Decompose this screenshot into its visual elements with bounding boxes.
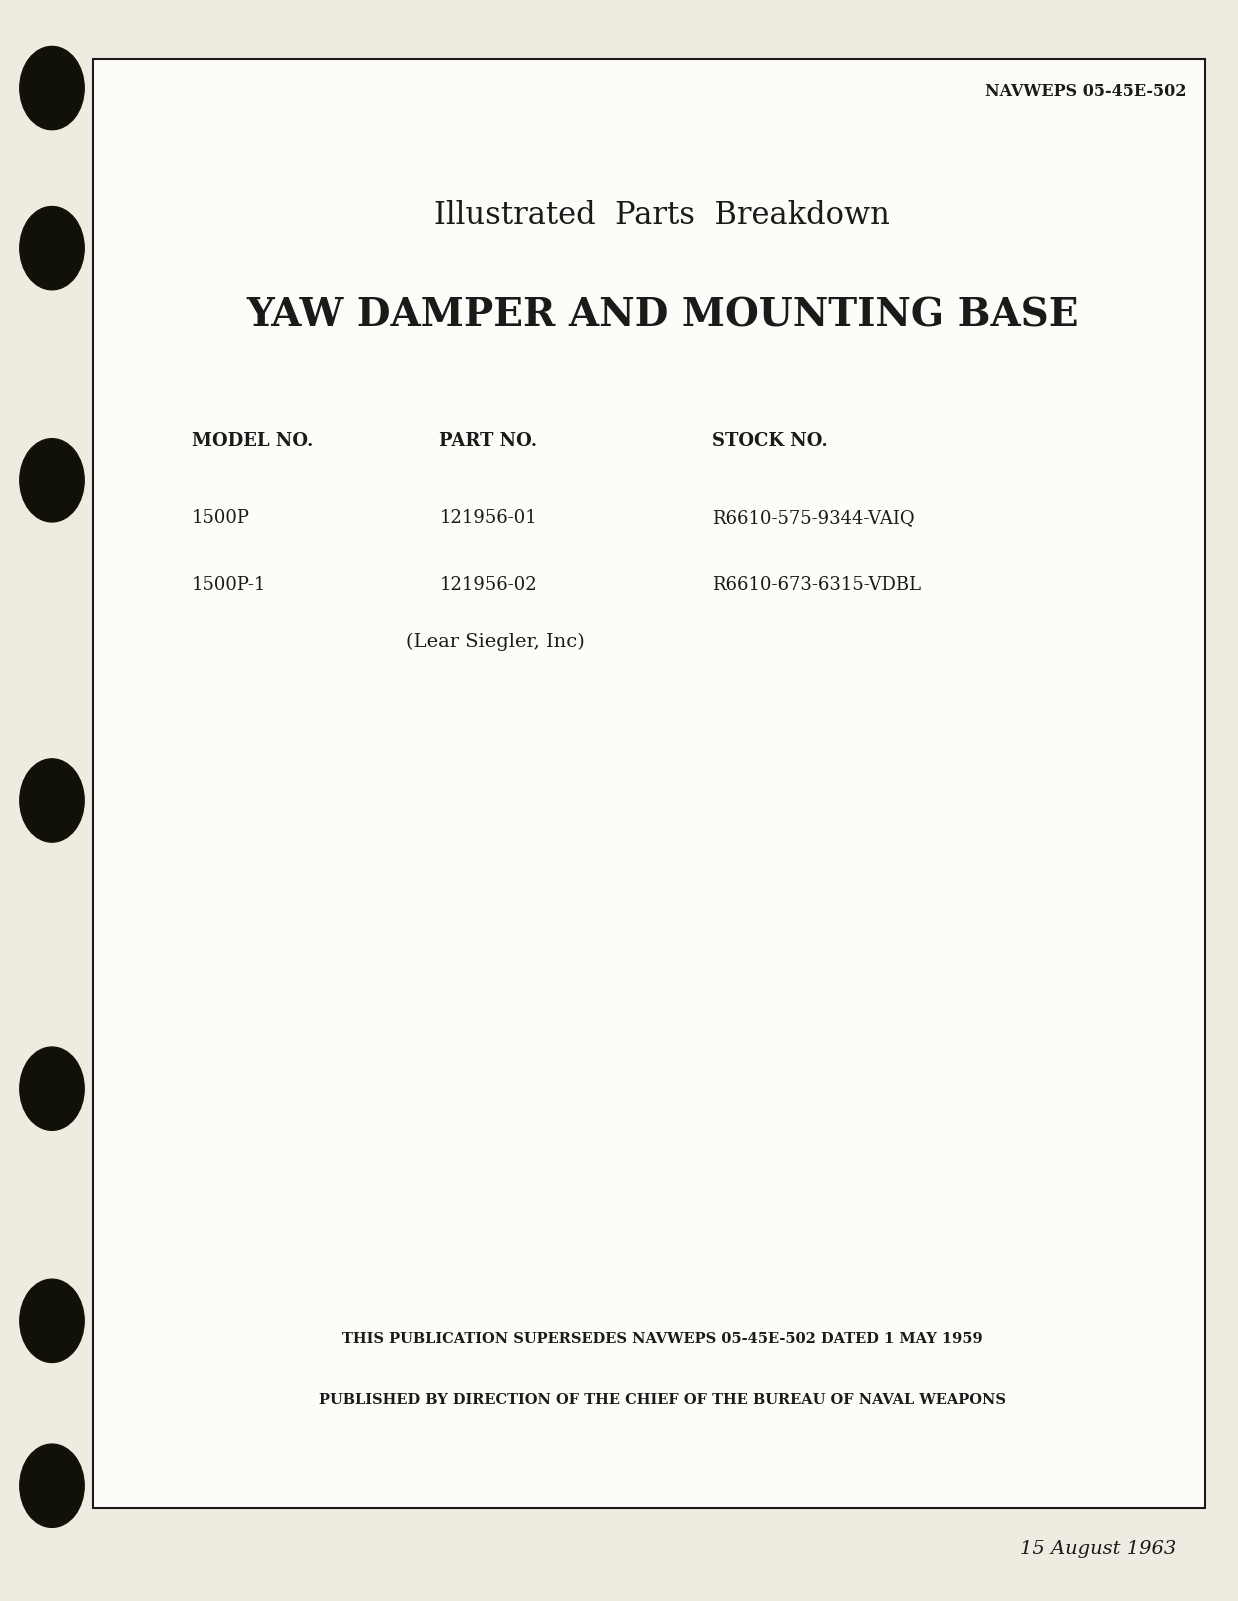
Text: THIS PUBLICATION SUPERSEDES NAVWEPS 05-45E-502 DATED 1 MAY 1959: THIS PUBLICATION SUPERSEDES NAVWEPS 05-4… [342, 1332, 983, 1346]
Text: YAW DAMPER AND MOUNTING BASE: YAW DAMPER AND MOUNTING BASE [246, 296, 1078, 335]
Text: NAVWEPS 05-45E-502: NAVWEPS 05-45E-502 [984, 83, 1186, 101]
Text: R6610-673-6315-VDBL: R6610-673-6315-VDBL [712, 576, 921, 594]
Circle shape [20, 439, 84, 522]
Text: R6610-575-9344-VAIQ: R6610-575-9344-VAIQ [712, 509, 915, 527]
Circle shape [20, 1047, 84, 1130]
FancyBboxPatch shape [93, 59, 1205, 1508]
Text: MODEL NO.: MODEL NO. [192, 432, 313, 450]
Text: 1500P: 1500P [192, 509, 250, 527]
Text: 121956-02: 121956-02 [439, 576, 537, 594]
Text: 121956-01: 121956-01 [439, 509, 537, 527]
Text: PART NO.: PART NO. [439, 432, 537, 450]
Circle shape [20, 207, 84, 290]
Circle shape [20, 46, 84, 130]
Circle shape [20, 759, 84, 842]
Circle shape [20, 1444, 84, 1527]
Text: (Lear Siegler, Inc): (Lear Siegler, Inc) [406, 632, 584, 650]
Text: STOCK NO.: STOCK NO. [712, 432, 827, 450]
Text: Illustrated  Parts  Breakdown: Illustrated Parts Breakdown [435, 200, 890, 231]
Text: PUBLISHED BY DIRECTION OF THE CHIEF OF THE BUREAU OF NAVAL WEAPONS: PUBLISHED BY DIRECTION OF THE CHIEF OF T… [319, 1393, 1005, 1407]
Text: 15 August 1963: 15 August 1963 [1020, 1540, 1176, 1558]
Text: 1500P-1: 1500P-1 [192, 576, 266, 594]
Circle shape [20, 1279, 84, 1362]
